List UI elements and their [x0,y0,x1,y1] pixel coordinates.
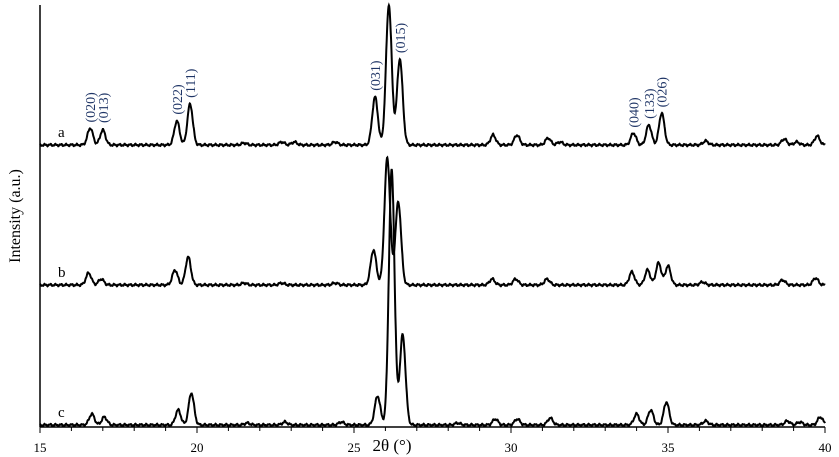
x-axis-label: 2θ (°) [372,436,411,455]
peak-annotation: (031) [369,60,384,91]
y-axis-label: Intensity (a.u.) [7,169,24,263]
x-tick-label: 40 [819,440,832,455]
series-c-line [39,168,826,428]
x-tick-label: 20 [191,440,204,455]
series-b-line [39,155,826,288]
series-label-a: a [58,125,65,141]
peak-annotation: (026) [656,77,671,108]
series-label-c: c [58,405,65,421]
peak-annotation: (020) [84,92,99,123]
x-tick-label: 25 [348,440,361,455]
peak-annotation: (040) [627,97,642,128]
series-a-line [39,2,826,148]
x-tick-label: 30 [505,440,518,455]
axes: 15 20 25 30 35 40 [34,5,832,455]
peak-annotation: (111) [184,68,199,98]
curves [39,2,826,428]
peak-annotation: (022) [171,84,186,115]
series-label-b: b [58,265,66,281]
x-tick-label: 15 [34,440,47,455]
labels: abc(020)(013)(022)(111)(031)(122)(015)(0… [58,23,671,421]
peak-annotation: (015) [394,23,409,54]
x-tick-label: 35 [662,440,675,455]
peak-annotation: (133) [643,88,658,119]
peak-annotation: (013) [97,92,112,123]
